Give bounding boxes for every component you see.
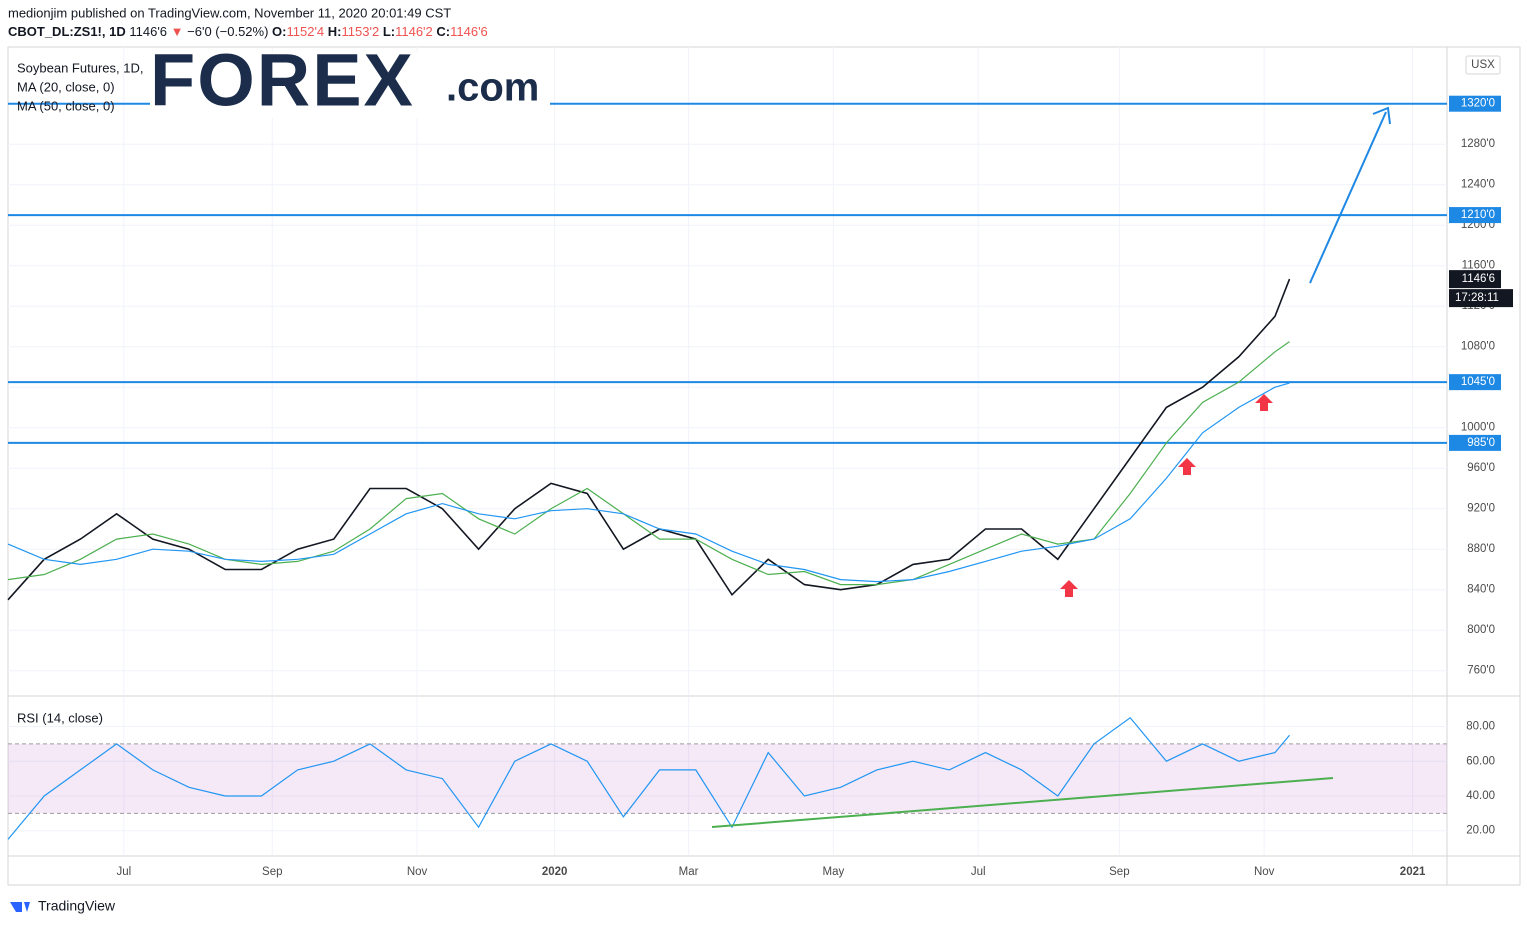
legend-entry: Soybean Futures, 1D, [17, 60, 143, 75]
level-label-box [1449, 374, 1501, 391]
footer-icon [10, 902, 30, 912]
projection-arrowhead [1372, 106, 1391, 125]
ohlc-label: C: [436, 24, 450, 39]
level-label: 1210'0 [1461, 209, 1495, 221]
y-tick-label: 880'0 [1467, 543, 1495, 555]
ohlc-value: 1146'2 [395, 24, 433, 39]
y-tick-label: 840'0 [1467, 584, 1495, 596]
logo-suffix: .com [446, 66, 539, 110]
support-arrow [1178, 458, 1196, 475]
x-tick-label: Sep [1109, 866, 1129, 878]
level-label: 1045'0 [1461, 376, 1495, 388]
x-tick-label: 2021 [1400, 866, 1426, 878]
overlay: FOREX .com TradingView [10, 39, 1391, 914]
support-arrow [1060, 580, 1078, 597]
change: −6'0 (−0.52%) [187, 24, 268, 39]
y-tick-label: 960'0 [1467, 462, 1495, 474]
logo: FOREX [150, 39, 415, 122]
currency-box [1465, 55, 1501, 75]
legend-entry: MA (50, close, 0) [17, 98, 115, 113]
y-tick-label: 1000'0 [1461, 422, 1495, 434]
last-price-box [1449, 270, 1501, 289]
ohlc-label: O: [272, 24, 286, 39]
rsi-band [8, 743, 1447, 814]
y-tick-label: 1280'0 [1461, 138, 1495, 150]
y-tick-label: 1160'0 [1462, 260, 1495, 272]
y-tick-label: 1240'0 [1461, 179, 1495, 191]
rsi-trendline [711, 777, 1334, 828]
x-tick-label: 2020 [542, 866, 568, 878]
symbol-line: CBOT_DL:ZS1!, 1D 1146'6 ▼ −6'0 (−0.52%) … [8, 24, 488, 39]
x-tick-label: Mar [679, 866, 699, 878]
x-tick-label: Jul [971, 866, 986, 878]
chart-frame [7, 46, 1521, 886]
ohlc-label: L: [383, 24, 395, 39]
published-line: medionjim published on TradingView.com, … [8, 5, 451, 20]
y-tick-label: 80.00 [1466, 721, 1495, 733]
level-label: 985'0 [1467, 437, 1495, 449]
legend-entry: MA (20, close, 0) [17, 79, 115, 94]
ohlc-label: H: [328, 24, 342, 39]
ohlc-value: 1146'6 [450, 24, 488, 39]
last-price: 1146'6 [1462, 273, 1495, 285]
footer: TradingView [38, 898, 116, 914]
legend-entry: RSI (14, close) [17, 710, 103, 725]
level-label-box [1449, 95, 1501, 112]
series-line [7, 382, 1290, 583]
level-label: 1320'0 [1461, 98, 1495, 110]
currency: USX [1471, 59, 1495, 71]
chart-layer: 760'0800'0840'0880'0920'0960'01000'01040… [7, 47, 1513, 878]
last: 1146'6 [129, 24, 167, 39]
x-tick-label: May [823, 866, 845, 878]
support-arrow [1255, 394, 1273, 411]
logo-background [150, 52, 550, 118]
level-label-box [1449, 434, 1501, 451]
change-arrow: ▼ [171, 24, 184, 39]
y-tick-label: 40.00 [1466, 790, 1495, 802]
x-tick-label: Jul [116, 866, 131, 878]
countdown-box [1449, 289, 1513, 308]
y-tick-label: 920'0 [1467, 503, 1495, 515]
projection-arrow [1309, 111, 1387, 284]
ohlc-value: 1153'2 [342, 24, 380, 39]
x-tick-label: Nov [407, 866, 428, 878]
symbol: CBOT_DL:ZS1!, 1D [8, 24, 126, 39]
y-tick-label: 1080'0 [1461, 341, 1495, 353]
y-tick-label: 20.00 [1466, 825, 1495, 837]
y-tick-label: 800'0 [1467, 624, 1495, 636]
y-tick-label: 60.00 [1466, 755, 1495, 767]
y-tick-label: 760'0 [1467, 665, 1495, 677]
ohlc-value: 1152'4 [287, 24, 325, 39]
x-tick-label: Sep [262, 866, 282, 878]
series-line [7, 716, 1290, 840]
x-tick-label: Nov [1254, 866, 1275, 878]
countdown: 17:28:11 [1455, 292, 1499, 304]
level-label-box [1449, 207, 1501, 224]
